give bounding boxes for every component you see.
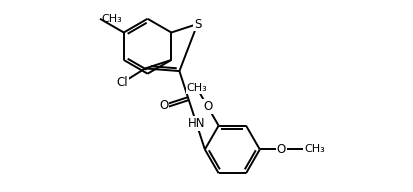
Text: O: O xyxy=(159,98,168,112)
Text: CH₃: CH₃ xyxy=(304,144,325,154)
Text: CH₃: CH₃ xyxy=(101,14,122,24)
Text: CH₃: CH₃ xyxy=(186,83,207,93)
Text: Cl: Cl xyxy=(116,76,127,89)
Text: methoxy: methoxy xyxy=(193,86,199,87)
Text: O: O xyxy=(203,100,212,113)
Text: S: S xyxy=(193,17,201,31)
Text: O: O xyxy=(276,143,285,156)
Text: HN: HN xyxy=(187,117,205,130)
